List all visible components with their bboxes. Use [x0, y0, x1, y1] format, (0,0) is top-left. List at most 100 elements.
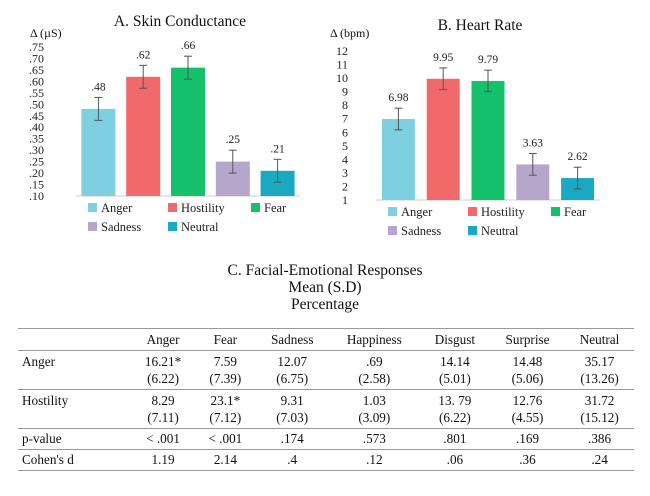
legend-swatch: [251, 203, 260, 212]
table-cell: .801: [419, 428, 490, 450]
cell-sd: (5.06): [511, 371, 544, 386]
header-cell-happiness: Happiness: [328, 328, 420, 351]
y-tick-label: 10: [336, 71, 348, 85]
cell-sd: (2.58): [358, 371, 391, 386]
cell-mean: 1.03: [362, 393, 386, 408]
table-row: Anger 16.21* (6.22) 7.59 (7.39) 12.07 (6.75…: [18, 350, 634, 390]
cell-mean: 35.17: [584, 354, 615, 369]
bar-anger: [381, 118, 415, 200]
table-cell: 14.14 (5.01): [419, 350, 490, 390]
data-label: .62: [136, 49, 151, 61]
y-tick-label: .40: [29, 120, 44, 134]
y-tick-label: .55: [29, 86, 44, 100]
data-label: .25: [226, 134, 241, 146]
cell-mean: 31.72: [584, 393, 615, 408]
header-cell-sadness: Sadness: [255, 328, 329, 351]
y-tick-label: 4: [342, 152, 348, 166]
cell-mean: 8.29: [151, 393, 175, 408]
y-tick-label: .45: [29, 109, 44, 123]
y-tick-label: .20: [29, 166, 44, 180]
y-tick-label: 1: [342, 193, 348, 207]
cell-sd: (7.11): [147, 410, 179, 425]
table-cell: 14.48 (5.06): [489, 350, 566, 390]
cell-sd: (4.55): [511, 410, 544, 425]
table-title-line: C. Facial-Emotional Responses: [227, 262, 423, 279]
y-tick-label: 9: [342, 85, 348, 99]
data-label: .66: [181, 40, 196, 52]
chart-a-plot: .75.70.65.60.55.50.45.40.35.30.25.20.15.…: [29, 40, 300, 203]
row-label: Cohen's d: [18, 449, 131, 471]
table-cell: 23.1* (7.12): [195, 389, 256, 429]
y-tick-label: .50: [29, 97, 44, 111]
cell-sd: (13.26): [580, 371, 619, 386]
legend-label: Anger: [101, 201, 133, 215]
cell-sd: (15.12): [580, 410, 619, 425]
cell-sd: (6.22): [147, 371, 179, 386]
legend-label: Hostility: [481, 205, 526, 219]
cell-mean: 12.76: [512, 393, 543, 408]
cell-mean: 12.07: [277, 354, 308, 369]
cell-mean: 9.31: [280, 393, 304, 408]
bar-hostility: [126, 76, 161, 196]
y-tick-label: 6: [342, 125, 348, 139]
data-label: 2.62: [568, 151, 588, 163]
table-cell: .24: [565, 449, 634, 471]
data-label: 6.98: [388, 92, 408, 104]
legend-swatch: [468, 207, 477, 216]
y-tick-label: 2: [342, 179, 348, 193]
cell-sd: (3.09): [358, 410, 391, 425]
data-label: 9.79: [478, 54, 498, 66]
table-cell: .12: [328, 449, 420, 471]
table-subtitle-line: Mean (S.D): [288, 279, 362, 296]
table-cell: .69 (2.58): [328, 350, 420, 390]
table-cell: .174: [255, 428, 329, 450]
y-tick-label: .30: [29, 143, 44, 157]
y-tick-label: .65: [29, 63, 44, 77]
y-tick-label: 3: [342, 166, 348, 180]
legend-swatch: [168, 203, 177, 212]
table-cell: .573: [328, 428, 420, 450]
header-cell-neutral: Neutral: [565, 328, 634, 351]
table-cell: 13. 79 (6.22): [419, 389, 490, 429]
table-cell: 1.03 (3.09): [328, 389, 420, 429]
table-cell: 2.14: [195, 449, 256, 471]
data-label: 3.63: [523, 138, 543, 150]
chart-b-legend: Anger Hostility Fear Sadness Neutral: [388, 205, 587, 238]
table-cell: 31.72 (15.12): [565, 389, 634, 429]
y-tick-label: 5: [342, 139, 348, 153]
bar-fear: [471, 80, 505, 200]
row-label: p-value: [18, 428, 131, 450]
legend-label: Hostility: [181, 201, 226, 215]
chart-b-ylabel: Δ (bpm): [330, 26, 369, 40]
table-cell: 7.59 (7.39): [195, 350, 256, 390]
cell-mean: 14.14: [440, 354, 470, 369]
table-cell: .169: [489, 428, 566, 450]
table-cell: .4: [255, 449, 329, 471]
cell-sd: (5.01): [438, 371, 471, 386]
y-tick-label: .70: [29, 51, 44, 65]
cell-sd: (6.75): [276, 371, 309, 386]
y-tick-label: .35: [29, 132, 44, 146]
row-label: Anger: [18, 350, 131, 390]
legend-swatch: [88, 222, 97, 231]
chart-a-ylabel: Δ (µS): [30, 26, 62, 40]
header-cell-disgust: Disgust: [419, 328, 490, 351]
header-cell-fear: Fear: [195, 328, 256, 351]
legend-label: Fear: [264, 201, 287, 215]
table-unit-line: Percentage: [291, 296, 359, 313]
cell-sd: (7.03): [276, 410, 309, 425]
row-label: Hostility: [18, 389, 131, 429]
legend-swatch: [551, 207, 560, 216]
table-cell: .06: [419, 449, 490, 471]
table-title: C. Facial-Emotional Responses Mean (S.D)…: [0, 262, 650, 313]
y-tick-label: 8: [342, 98, 348, 112]
legend-label: Sadness: [101, 220, 141, 234]
table-cell: 12.07 (6.75): [255, 350, 329, 390]
header-cell-anger: Anger: [131, 328, 196, 351]
facial-responses-table: Anger Fear Sadness Happiness Disgust Sur…: [18, 328, 634, 471]
y-tick-label: 7: [342, 112, 348, 126]
y-tick-label: .25: [29, 155, 44, 169]
legend-label: Neutral: [481, 224, 519, 238]
bar-hostility: [426, 78, 460, 200]
